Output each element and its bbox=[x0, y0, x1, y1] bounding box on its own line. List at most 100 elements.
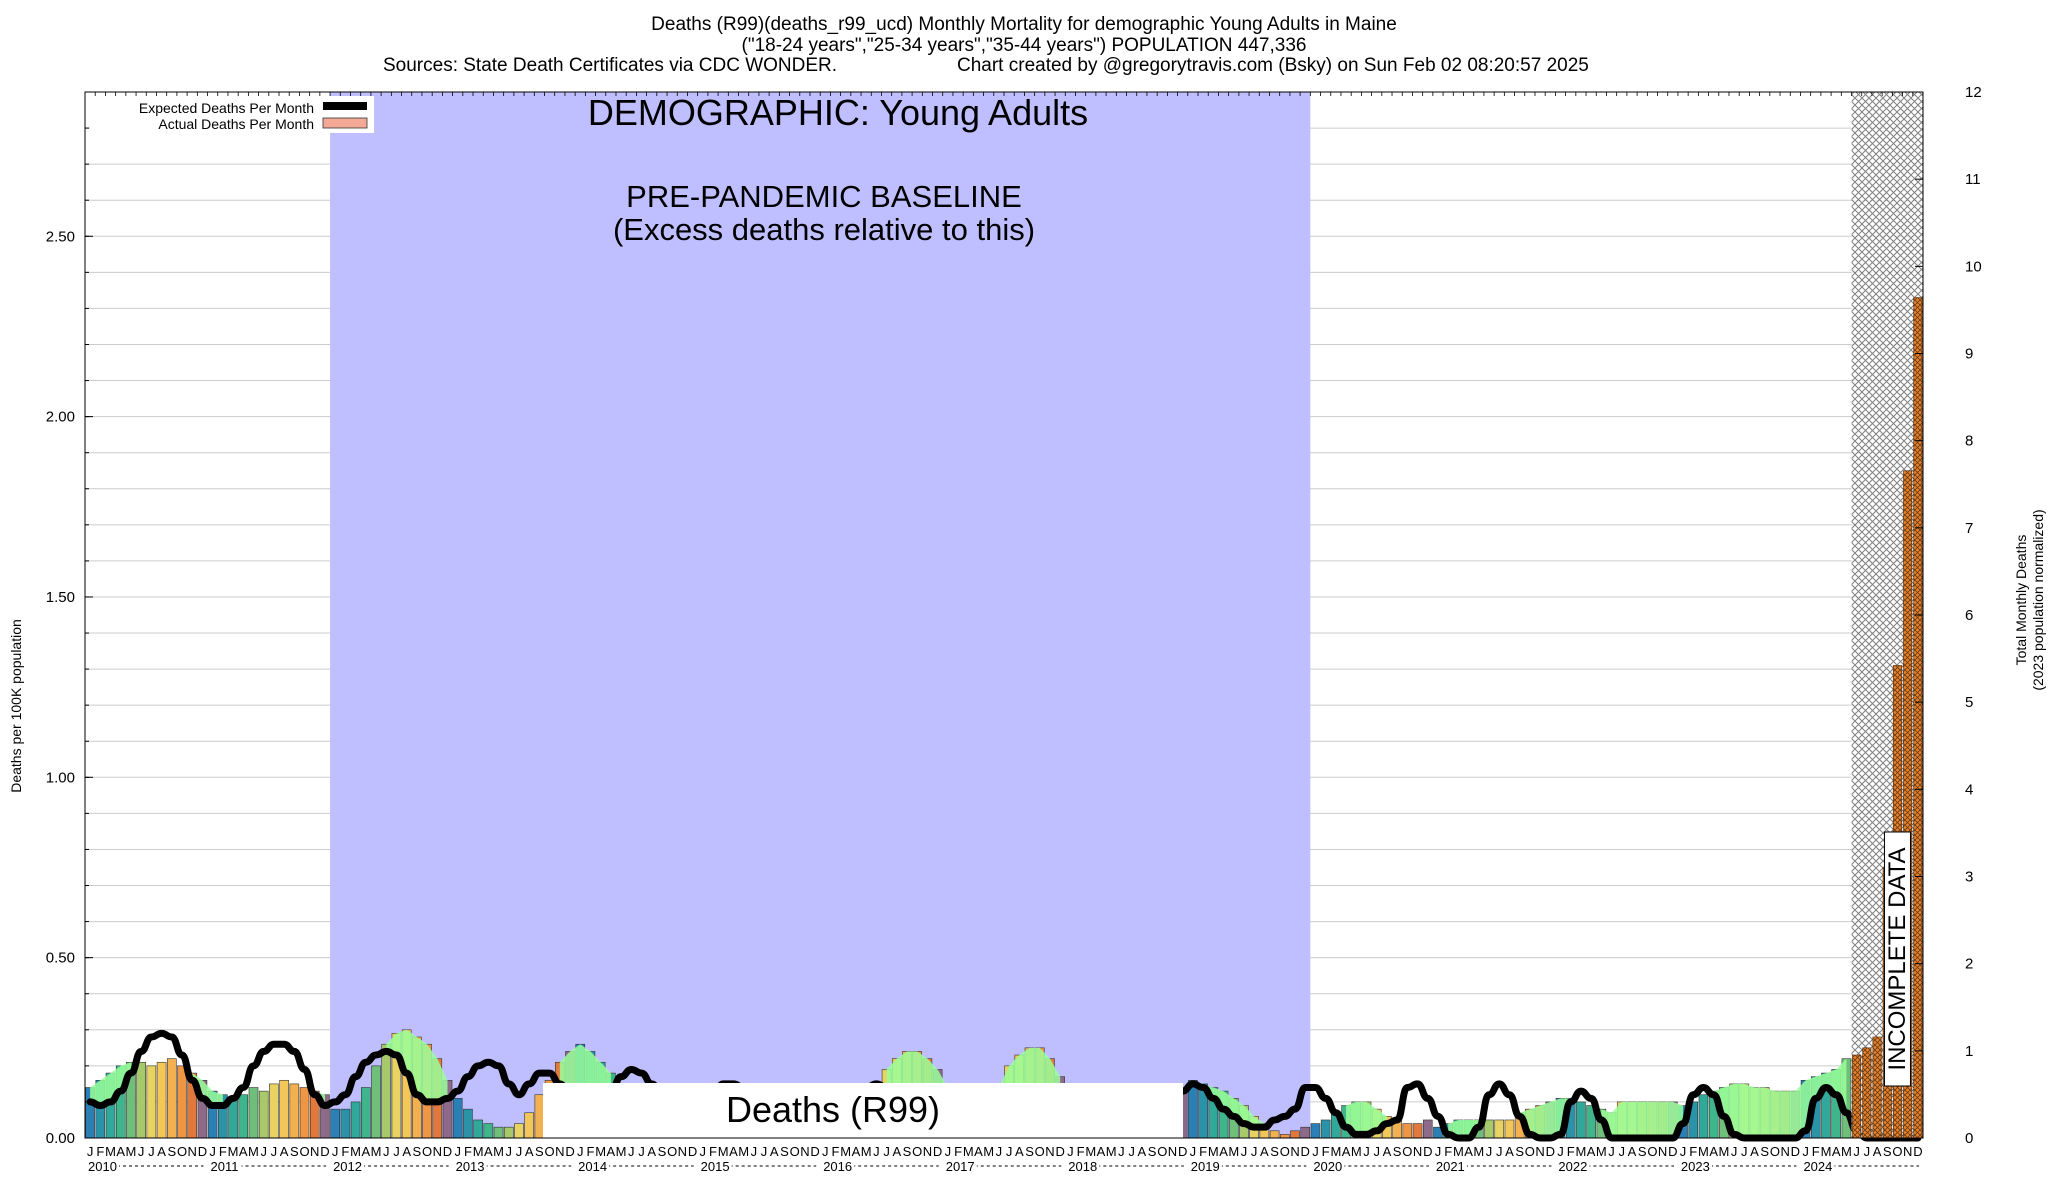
x-month-label: J bbox=[1190, 1144, 1197, 1159]
excess-area bbox=[386, 1029, 448, 1102]
x-year-label: 2020 bbox=[1313, 1159, 1342, 1174]
x-year-label: 2010 bbox=[88, 1159, 117, 1174]
actual-bar bbox=[503, 1126, 514, 1139]
y-tick-label-left: 2.00 bbox=[46, 409, 75, 426]
x-month-label: O bbox=[299, 1144, 309, 1159]
year-label-bg bbox=[209, 1160, 242, 1173]
x-month-label: J bbox=[1006, 1144, 1013, 1159]
incomplete-bar bbox=[1913, 297, 1923, 1139]
y-tick-label-right: 2 bbox=[1965, 956, 1973, 973]
x-month-label: S bbox=[167, 1144, 176, 1159]
x-month-label: J bbox=[209, 1144, 216, 1159]
x-month-label: S bbox=[1515, 1144, 1524, 1159]
x-month-label: A bbox=[1097, 1144, 1106, 1159]
excess-area bbox=[192, 1073, 223, 1106]
x-month-label: A bbox=[892, 1144, 901, 1159]
x-month-label: J bbox=[260, 1144, 267, 1159]
x-year-label: 2022 bbox=[1558, 1159, 1587, 1174]
x-month-label: J bbox=[628, 1144, 635, 1159]
x-month-label: J bbox=[1741, 1144, 1748, 1159]
actual-bar bbox=[136, 1061, 146, 1139]
x-month-label: J bbox=[751, 1144, 758, 1159]
x-month-label: N bbox=[1903, 1144, 1912, 1159]
x-month-label: J bbox=[822, 1144, 829, 1159]
x-month-label: O bbox=[790, 1144, 800, 1159]
actual-bar bbox=[1402, 1123, 1413, 1139]
x-month-label: A bbox=[974, 1144, 983, 1159]
x-month-label: O bbox=[1157, 1144, 1167, 1159]
x-month-label: J bbox=[506, 1144, 513, 1159]
x-month-label: S bbox=[658, 1144, 667, 1159]
y-tick-label-right: 12 bbox=[1965, 84, 1982, 101]
x-month-label: O bbox=[1402, 1144, 1412, 1159]
x-month-label: N bbox=[1780, 1144, 1789, 1159]
x-month-label: D bbox=[688, 1144, 697, 1159]
x-month-label: D bbox=[565, 1144, 574, 1159]
x-month-label: A bbox=[1015, 1144, 1024, 1159]
x-month-label: N bbox=[1168, 1144, 1177, 1159]
x-month-label: F bbox=[1077, 1144, 1085, 1159]
x-month-label: S bbox=[413, 1144, 422, 1159]
x-year-label: 2015 bbox=[701, 1159, 730, 1174]
x-month-label: N bbox=[555, 1144, 564, 1159]
x-month-label: F bbox=[464, 1144, 472, 1159]
x-month-label: J bbox=[1731, 1144, 1738, 1159]
x-month-label: M bbox=[963, 1144, 974, 1159]
x-month-label: N bbox=[433, 1144, 442, 1159]
y-tick-label-right: 4 bbox=[1965, 781, 1973, 798]
x-month-label: F bbox=[219, 1144, 227, 1159]
actual-bar bbox=[350, 1101, 361, 1139]
x-month-label: A bbox=[1750, 1144, 1759, 1159]
x-month-label: F bbox=[832, 1144, 840, 1159]
y-tick-label-left: 2.50 bbox=[46, 228, 75, 245]
x-month-label: O bbox=[912, 1144, 922, 1159]
x-month-label: J bbox=[1486, 1144, 1493, 1159]
x-month-label: M bbox=[1085, 1144, 1096, 1159]
x-month-label: F bbox=[586, 1144, 594, 1159]
actual-bar bbox=[1280, 1134, 1290, 1139]
y-tick-label-left: 1.00 bbox=[46, 769, 75, 786]
actual-bar bbox=[156, 1061, 167, 1139]
x-month-label: J bbox=[945, 1144, 952, 1159]
x-month-label: M bbox=[1330, 1144, 1341, 1159]
x-month-label: M bbox=[228, 1144, 239, 1159]
x-month-label: A bbox=[525, 1144, 534, 1159]
x-month-label: A bbox=[1628, 1144, 1637, 1159]
x-month-label: A bbox=[1260, 1144, 1269, 1159]
x-month-label: S bbox=[780, 1144, 789, 1159]
x-month-label: S bbox=[1760, 1144, 1769, 1159]
x-month-label: J bbox=[1241, 1144, 1248, 1159]
x-month-label: M bbox=[1208, 1144, 1219, 1159]
x-month-label: A bbox=[484, 1144, 493, 1159]
actual-bar bbox=[1504, 1119, 1515, 1139]
actual-bar bbox=[493, 1126, 504, 1139]
legend-label-expected: Expected Deaths Per Month bbox=[139, 100, 314, 116]
x-month-label: M bbox=[595, 1144, 606, 1159]
x-month-label: J bbox=[393, 1144, 400, 1159]
x-month-label: S bbox=[1883, 1144, 1892, 1159]
x-month-label: J bbox=[1118, 1144, 1125, 1159]
x-month-label: F bbox=[1322, 1144, 1330, 1159]
x-month-label: F bbox=[1199, 1144, 1207, 1159]
x-year-label: 2023 bbox=[1681, 1159, 1710, 1174]
incomplete-bar bbox=[1862, 1047, 1872, 1139]
x-year-label: 2017 bbox=[946, 1159, 975, 1174]
y-tick-label-right: 5 bbox=[1965, 694, 1973, 711]
cause-label: Deaths (R99) bbox=[726, 1089, 940, 1130]
y-tick-label-right: 7 bbox=[1965, 520, 1973, 537]
x-month-label: A bbox=[1342, 1144, 1351, 1159]
baseline-label-line2: (Excess deaths relative to this) bbox=[613, 212, 1035, 247]
x-month-label: A bbox=[852, 1144, 861, 1159]
excess-area bbox=[1519, 1098, 1571, 1138]
x-month-label: A bbox=[607, 1144, 616, 1159]
excess-area bbox=[1346, 1101, 1387, 1135]
actual-bar bbox=[330, 1108, 340, 1139]
year-label-bg bbox=[1067, 1160, 1100, 1173]
x-month-label: A bbox=[647, 1144, 656, 1159]
y-tick-label-left: 0.50 bbox=[46, 950, 75, 967]
x-month-label: S bbox=[535, 1144, 544, 1159]
x-month-label: J bbox=[1853, 1144, 1860, 1159]
actual-bar bbox=[1422, 1119, 1433, 1139]
x-month-label: O bbox=[1647, 1144, 1657, 1159]
x-month-label: M bbox=[1841, 1144, 1852, 1159]
